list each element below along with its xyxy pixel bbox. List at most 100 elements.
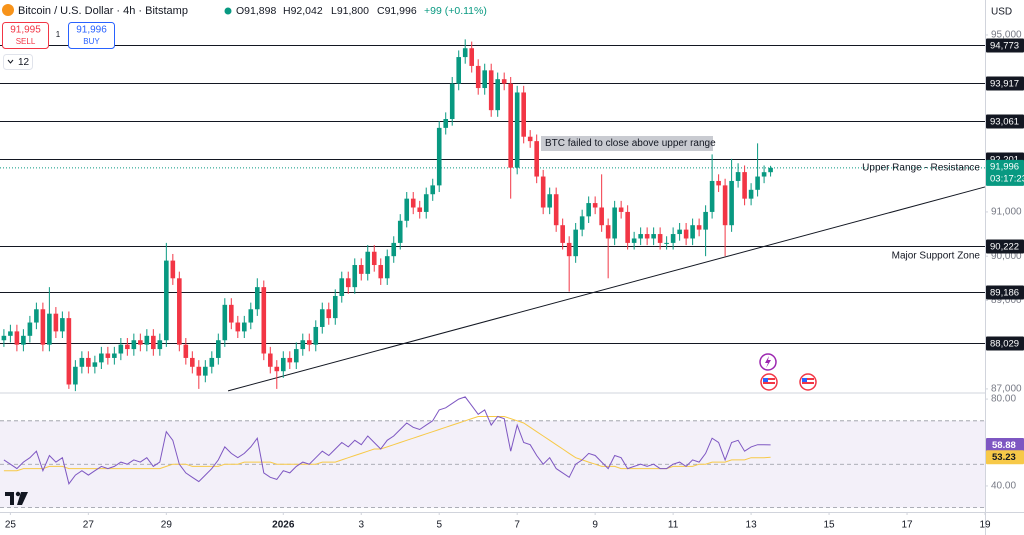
level-label-box: [986, 76, 1024, 91]
indicator-count: 12: [18, 57, 30, 68]
candle-body: [345, 278, 351, 288]
candle-body: [222, 304, 228, 341]
price-pane: [0, 39, 986, 485]
flag-icon[interactable]: [799, 373, 817, 391]
candle-body: [501, 79, 507, 84]
candle-body: [625, 211, 630, 243]
rsi-ma-line: [3, 416, 771, 472]
candle-body: [722, 185, 728, 226]
indicators-toggle[interactable]: [3, 54, 33, 70]
candle-body: [118, 344, 124, 354]
y-tick-label: 89,000: [991, 295, 1022, 306]
buy-label: BUY: [83, 37, 100, 46]
rsi-line: [3, 396, 771, 485]
candle-body: [417, 207, 423, 212]
candle-body: [105, 353, 111, 358]
candle-body: [261, 287, 267, 354]
candle-body: [482, 70, 488, 89]
x-tick-label: 29: [161, 520, 173, 531]
candle-body: [410, 198, 416, 208]
candle-body: [443, 119, 449, 128]
candle-body: [242, 322, 247, 332]
candle-body: [1, 335, 7, 341]
candle-body: [469, 48, 475, 66]
candle-body: [287, 357, 293, 363]
x-tick-label: 7: [514, 520, 520, 531]
candle-body: [579, 216, 585, 230]
candle-body: [605, 225, 611, 239]
sell-button[interactable]: [2, 22, 49, 49]
candle-body: [274, 366, 280, 372]
candle-body: [216, 340, 221, 358]
spread: 1: [56, 30, 61, 39]
candle-body: [157, 340, 163, 350]
candle-body: [99, 353, 104, 363]
candle-body: [586, 203, 591, 217]
symbol-icon: [2, 4, 14, 16]
level-label: 94,773: [990, 41, 1019, 52]
annotation-box: [541, 136, 713, 151]
candle-body: [547, 194, 552, 208]
resistance-label: Upper Range - Resistance: [862, 163, 980, 174]
candle-body: [742, 172, 747, 199]
candle-body: [203, 366, 208, 376]
price-labels: 94,77393,91793,06192,20190,22289,18688,0…: [986, 38, 1024, 465]
candle-body: [683, 229, 689, 239]
candle-body: [514, 92, 520, 168]
ohlc-low: L91,800: [331, 5, 369, 17]
candle-body: [534, 141, 539, 177]
symbol-title[interactable]: Bitcoin / U.S. Dollar · 4h · Bitstamp: [18, 5, 188, 17]
background-layer: [0, 420, 985, 509]
level-label: 93,917: [990, 79, 1019, 90]
ohlc-change: +99 (+0.11%): [424, 5, 487, 17]
candle-body: [332, 295, 338, 319]
candle-body: [768, 167, 773, 173]
candle-body: [60, 318, 65, 332]
buy-button[interactable]: [68, 22, 115, 49]
level-label: 88,029: [990, 339, 1019, 350]
candle-body: [27, 322, 33, 336]
x-tick-label: 11: [668, 520, 679, 531]
candle-body: [183, 344, 189, 358]
candle-body: [670, 234, 676, 243]
x-tick-label: 15: [824, 520, 836, 531]
candle-body: [748, 189, 754, 199]
candle-body: [254, 287, 260, 310]
candle-body: [709, 180, 715, 212]
candle-body: [703, 211, 708, 230]
x-tick-label: 19: [979, 520, 991, 531]
candle-body: [690, 225, 695, 239]
y-tick-label: 87,000: [991, 384, 1022, 395]
currency-label: USD: [991, 7, 1012, 18]
level-label: 90,222: [990, 242, 1019, 253]
sell-label: SELL: [16, 37, 36, 46]
candle-body: [573, 229, 578, 257]
candle-body: [436, 127, 442, 186]
candle-body: [755, 176, 760, 190]
candle-body: [53, 313, 59, 332]
candle-body: [319, 309, 325, 327]
rsi-ma-value-label-box: [986, 450, 1024, 465]
candle-body: [735, 172, 741, 181]
candle-body: [696, 225, 702, 230]
candle-body: [267, 353, 273, 367]
candle-body: [657, 234, 663, 243]
current-price-box: [986, 159, 1024, 186]
y-tick-label: 95,000: [991, 30, 1022, 41]
candle-body: [521, 92, 526, 137]
flag-icon[interactable]: [760, 373, 778, 391]
candle-body: [14, 331, 20, 345]
candle-body: [677, 229, 682, 235]
candle-body: [716, 180, 721, 186]
x-tick-label: 5: [436, 520, 442, 531]
candle-body: [527, 136, 533, 142]
candle-body: [365, 251, 371, 274]
candle-body: [358, 265, 364, 274]
rsi-tick-label: 40.00: [991, 481, 1016, 492]
candle-body: [112, 353, 117, 358]
candle-body: [73, 366, 78, 385]
trendline: [227, 186, 986, 392]
market-status: [224, 7, 232, 15]
candle-body: [209, 357, 215, 367]
